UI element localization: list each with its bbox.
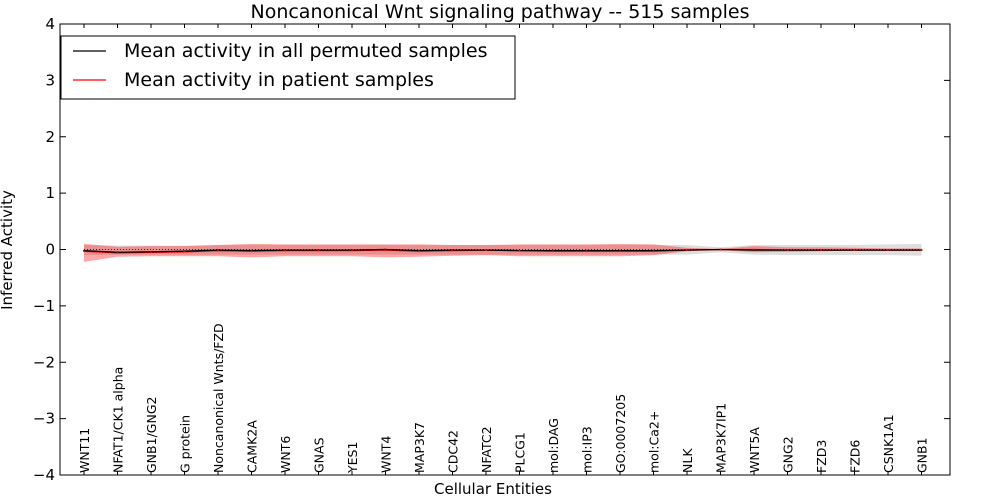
legend-box: [60, 35, 516, 100]
x-tick-label: GO:0007205: [613, 394, 628, 473]
patient-point: [351, 249, 353, 252]
patient-point: [418, 250, 420, 253]
patient-point: [920, 249, 923, 251]
x-tick-label: mol:IP3: [580, 426, 595, 473]
legend-label: Mean activity in all permuted samples: [124, 40, 487, 62]
x-tick-label: MAP3K7IP1: [714, 403, 729, 473]
patient-point: [284, 249, 286, 252]
patient-point: [786, 249, 789, 251]
y-tick-label: −1: [33, 297, 55, 315]
patient-point: [753, 248, 755, 251]
x-tick-label: NFAT1/CK1 alpha: [111, 367, 126, 473]
x-tick-label: WNT5A: [747, 427, 762, 473]
x-tick-label: FZD6: [848, 440, 863, 473]
patient-point: [552, 250, 554, 253]
patient-point: [485, 249, 487, 251]
patient-point: [585, 250, 588, 253]
x-tick-label: GNG2: [781, 436, 796, 473]
patient-point: [853, 249, 856, 251]
patient-point: [217, 249, 219, 252]
y-tick-label: −2: [33, 353, 55, 371]
chart-title: Noncanonical Wnt signaling pathway -- 51…: [250, 1, 749, 23]
permuted-series-line: [83, 248, 922, 253]
patient-point: [887, 249, 889, 251]
legend: Mean activity in all permuted samples Mea…: [60, 35, 516, 100]
patient-point: [619, 250, 621, 253]
x-tick-label: CDC42: [446, 430, 461, 473]
y-tick-label: 1: [45, 184, 55, 202]
x-tick-label: GNB1/GNG2: [144, 397, 159, 473]
x-tick-label: WNT4: [379, 436, 394, 473]
patient-point: [116, 251, 119, 254]
x-tick-label: GNB1: [915, 437, 930, 473]
patient-point: [250, 250, 253, 253]
x-tick-label: PLCG1: [513, 432, 528, 473]
patient-point: [451, 249, 454, 252]
x-tick-label: WNT6: [278, 436, 293, 473]
y-tick-label: −4: [33, 466, 55, 484]
patient-point: [183, 250, 186, 253]
x-tick-label: WNT11: [77, 428, 92, 473]
y-tick-label: 4: [45, 15, 55, 33]
y-axis-label: Inferred Activity: [0, 190, 16, 310]
y-tick-label: 3: [45, 71, 55, 89]
patient-point: [384, 249, 387, 251]
y-tick-label: −3: [33, 410, 55, 428]
x-tick-label: mol:Ca2+: [647, 411, 662, 473]
x-tick-label: G protein: [178, 415, 193, 473]
x-tick-label: MAP3K7: [412, 422, 427, 473]
patient-point: [820, 249, 822, 251]
x-axis-label: Cellular Entities: [434, 480, 552, 498]
y-tick-label: 0: [45, 241, 55, 259]
x-tick-label: NLK: [680, 448, 695, 473]
x-tick-label: CAMK2A: [245, 420, 260, 473]
x-tick-label: GNAS: [312, 437, 327, 473]
patient-point: [150, 251, 152, 254]
y-tick-label: 2: [45, 128, 55, 146]
x-tick-label: Noncanonical Wnts/FZD: [211, 323, 226, 473]
x-tick-label: FZD3: [814, 440, 829, 473]
x-tick-label: CSNK1A1: [881, 414, 896, 473]
patient-point: [317, 249, 320, 252]
patient-point: [686, 249, 688, 251]
legend-label: Mean activity in patient samples: [124, 69, 434, 91]
patient-point: [652, 250, 655, 253]
x-tick-label: YES1: [345, 442, 360, 474]
patient-band: [84, 243, 922, 262]
patient-point: [518, 249, 521, 252]
x-tick-label: NFATC2: [479, 426, 494, 473]
patient-point: [83, 250, 85, 253]
x-tick-label: mol:DAG: [546, 418, 561, 473]
patient-point: [719, 248, 722, 251]
